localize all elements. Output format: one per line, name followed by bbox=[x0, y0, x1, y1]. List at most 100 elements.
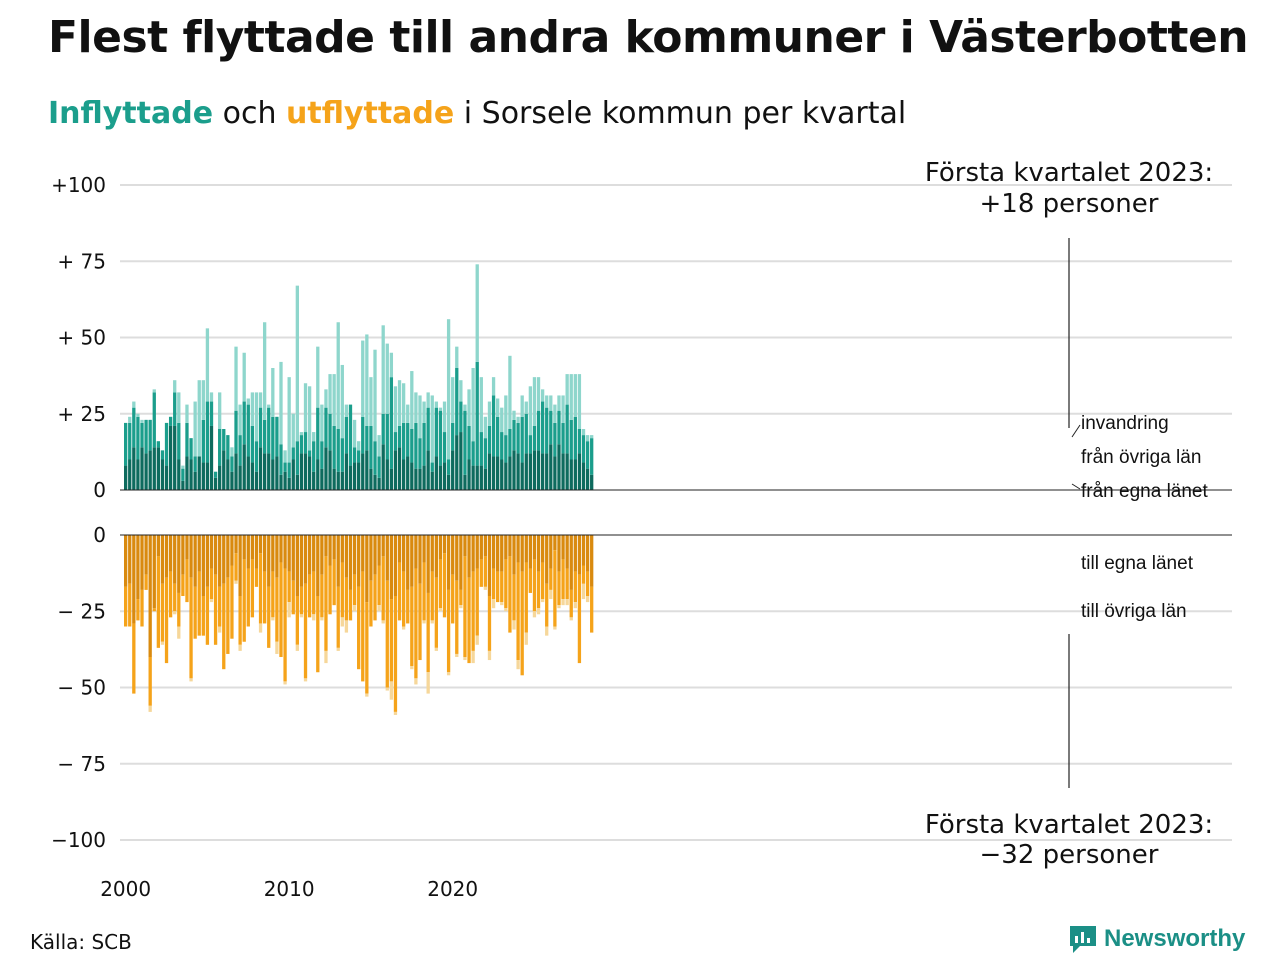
bar-till-egna-lanet bbox=[365, 535, 369, 603]
bar-fran-egna-lanet bbox=[197, 456, 201, 490]
bar-utvandring bbox=[287, 602, 291, 618]
bar-till-ovriga-lan bbox=[369, 580, 373, 627]
bar-fran-egna-lanet bbox=[496, 456, 500, 490]
bar-fran-egna-lanet bbox=[545, 453, 549, 490]
bar-utvandring bbox=[569, 617, 573, 621]
bar-fran-ovriga-lan bbox=[540, 401, 545, 454]
bar-fran-ovriga-lan bbox=[410, 429, 414, 463]
bar-fran-egna-lanet bbox=[340, 471, 344, 490]
bar-fran-egna-lanet bbox=[361, 453, 365, 490]
bar-fran-ovriga-lan bbox=[189, 438, 193, 460]
bar-fran-egna-lanet bbox=[491, 456, 496, 490]
bar-till-egna-lanet bbox=[205, 535, 210, 587]
bar-till-egna-lanet bbox=[316, 535, 320, 596]
bar-fran-egna-lanet bbox=[132, 447, 136, 490]
bar-fran-ovriga-lan bbox=[218, 429, 222, 466]
bar-utvandring bbox=[365, 693, 369, 697]
y-tick-label-top: 0 bbox=[93, 478, 106, 502]
bar-till-ovriga-lan bbox=[201, 596, 205, 636]
bar-till-egna-lanet bbox=[156, 535, 161, 557]
bar-till-egna-lanet bbox=[397, 535, 402, 563]
bar-till-egna-lanet bbox=[222, 535, 226, 584]
bar-invandring bbox=[496, 398, 500, 417]
bar-fran-ovriga-lan bbox=[185, 422, 189, 457]
brand-name: Newsworthy bbox=[1104, 925, 1246, 952]
bar-fran-egna-lanet bbox=[160, 459, 165, 490]
bar-till-ovriga-lan bbox=[393, 596, 398, 712]
bar-fran-ovriga-lan bbox=[201, 419, 205, 463]
bar-invandring bbox=[250, 392, 255, 426]
y-axis-ticks: +100 + 75 + 50 + 25 0 0 − 25 − 50 − 75 −100 bbox=[51, 173, 106, 852]
bar-fran-ovriga-lan bbox=[209, 401, 214, 426]
bar-till-egna-lanet bbox=[504, 535, 508, 560]
bar-invandring bbox=[291, 413, 295, 448]
bar-fran-ovriga-lan bbox=[181, 468, 185, 481]
bar-fran-ovriga-lan bbox=[332, 425, 336, 469]
bar-invandring bbox=[271, 368, 275, 417]
bar-utvandring bbox=[177, 626, 181, 639]
bar-fran-ovriga-lan bbox=[262, 419, 267, 454]
bar-fran-ovriga-lan bbox=[393, 432, 398, 451]
bar-fran-ovriga-lan bbox=[222, 429, 226, 451]
bar-fran-egna-lanet bbox=[569, 459, 573, 490]
bar-fran-ovriga-lan bbox=[365, 425, 369, 451]
bar-till-egna-lanet bbox=[463, 535, 467, 557]
bar-till-egna-lanet bbox=[528, 535, 533, 569]
bar-fran-ovriga-lan bbox=[140, 422, 144, 448]
bar-fran-egna-lanet bbox=[528, 453, 533, 490]
bar-till-egna-lanet bbox=[483, 535, 488, 557]
bar-fran-egna-lanet bbox=[267, 453, 271, 490]
bar-till-egna-lanet bbox=[553, 535, 557, 551]
bar-fran-egna-lanet bbox=[508, 456, 512, 490]
bar-fran-egna-lanet bbox=[209, 425, 214, 490]
bar-fran-egna-lanet bbox=[181, 480, 185, 490]
bar-fran-egna-lanet bbox=[442, 462, 447, 490]
bar-till-egna-lanet bbox=[487, 535, 492, 596]
bar-fran-ovriga-lan bbox=[479, 432, 483, 466]
bar-fran-ovriga-lan bbox=[336, 429, 340, 472]
bar-till-ovriga-lan bbox=[307, 574, 312, 618]
bar-fran-ovriga-lan bbox=[128, 422, 132, 460]
bar-fran-ovriga-lan bbox=[585, 441, 590, 469]
bar-invandring bbox=[442, 401, 447, 433]
bar-fran-ovriga-lan bbox=[303, 432, 308, 454]
bar-fran-egna-lanet bbox=[258, 447, 263, 490]
bar-till-ovriga-lan bbox=[336, 586, 340, 648]
bar-till-egna-lanet bbox=[303, 535, 308, 584]
bar-till-ovriga-lan bbox=[361, 571, 365, 682]
bar-till-ovriga-lan bbox=[545, 583, 549, 627]
bar-fran-ovriga-lan bbox=[581, 435, 586, 463]
bar-fran-egna-lanet bbox=[581, 462, 586, 490]
bar-fran-egna-lanet bbox=[422, 465, 426, 490]
bar-fran-egna-lanet bbox=[185, 456, 189, 490]
label-fran-egna-lanet: från egna länet bbox=[1081, 481, 1208, 502]
x-axis-ticks: 2000 2010 2020 bbox=[100, 877, 478, 901]
bar-till-egna-lanet bbox=[193, 535, 197, 587]
bar-till-egna-lanet bbox=[148, 535, 152, 657]
bar-fran-ovriga-lan bbox=[324, 407, 328, 448]
bar-fran-ovriga-lan bbox=[148, 419, 152, 451]
bar-fran-ovriga-lan bbox=[144, 419, 148, 454]
bar-fran-egna-lanet bbox=[590, 474, 594, 490]
bar-fran-egna-lanet bbox=[271, 459, 275, 490]
bar-fran-ovriga-lan bbox=[295, 441, 299, 475]
bar-fran-egna-lanet bbox=[504, 462, 508, 490]
bar-utvandring bbox=[491, 599, 496, 609]
bar-till-ovriga-lan bbox=[528, 568, 533, 593]
bar-invandring bbox=[258, 392, 263, 408]
bar-invandring bbox=[193, 401, 197, 457]
bar-till-ovriga-lan bbox=[585, 571, 590, 596]
bar-fran-egna-lanet bbox=[222, 450, 226, 490]
bar-fran-ovriga-lan bbox=[213, 471, 218, 478]
bar-utvandring bbox=[524, 632, 528, 645]
bar-till-ovriga-lan bbox=[430, 571, 434, 621]
bar-till-ovriga-lan bbox=[340, 562, 344, 618]
bar-till-egna-lanet bbox=[197, 535, 201, 572]
bar-till-egna-lanet bbox=[410, 535, 414, 587]
bar-invandring bbox=[303, 383, 308, 433]
bar-fran-ovriga-lan bbox=[442, 432, 447, 463]
bar-utvandring bbox=[173, 611, 177, 615]
bar-fran-egna-lanet bbox=[585, 468, 590, 490]
bar-fran-ovriga-lan bbox=[328, 413, 332, 451]
